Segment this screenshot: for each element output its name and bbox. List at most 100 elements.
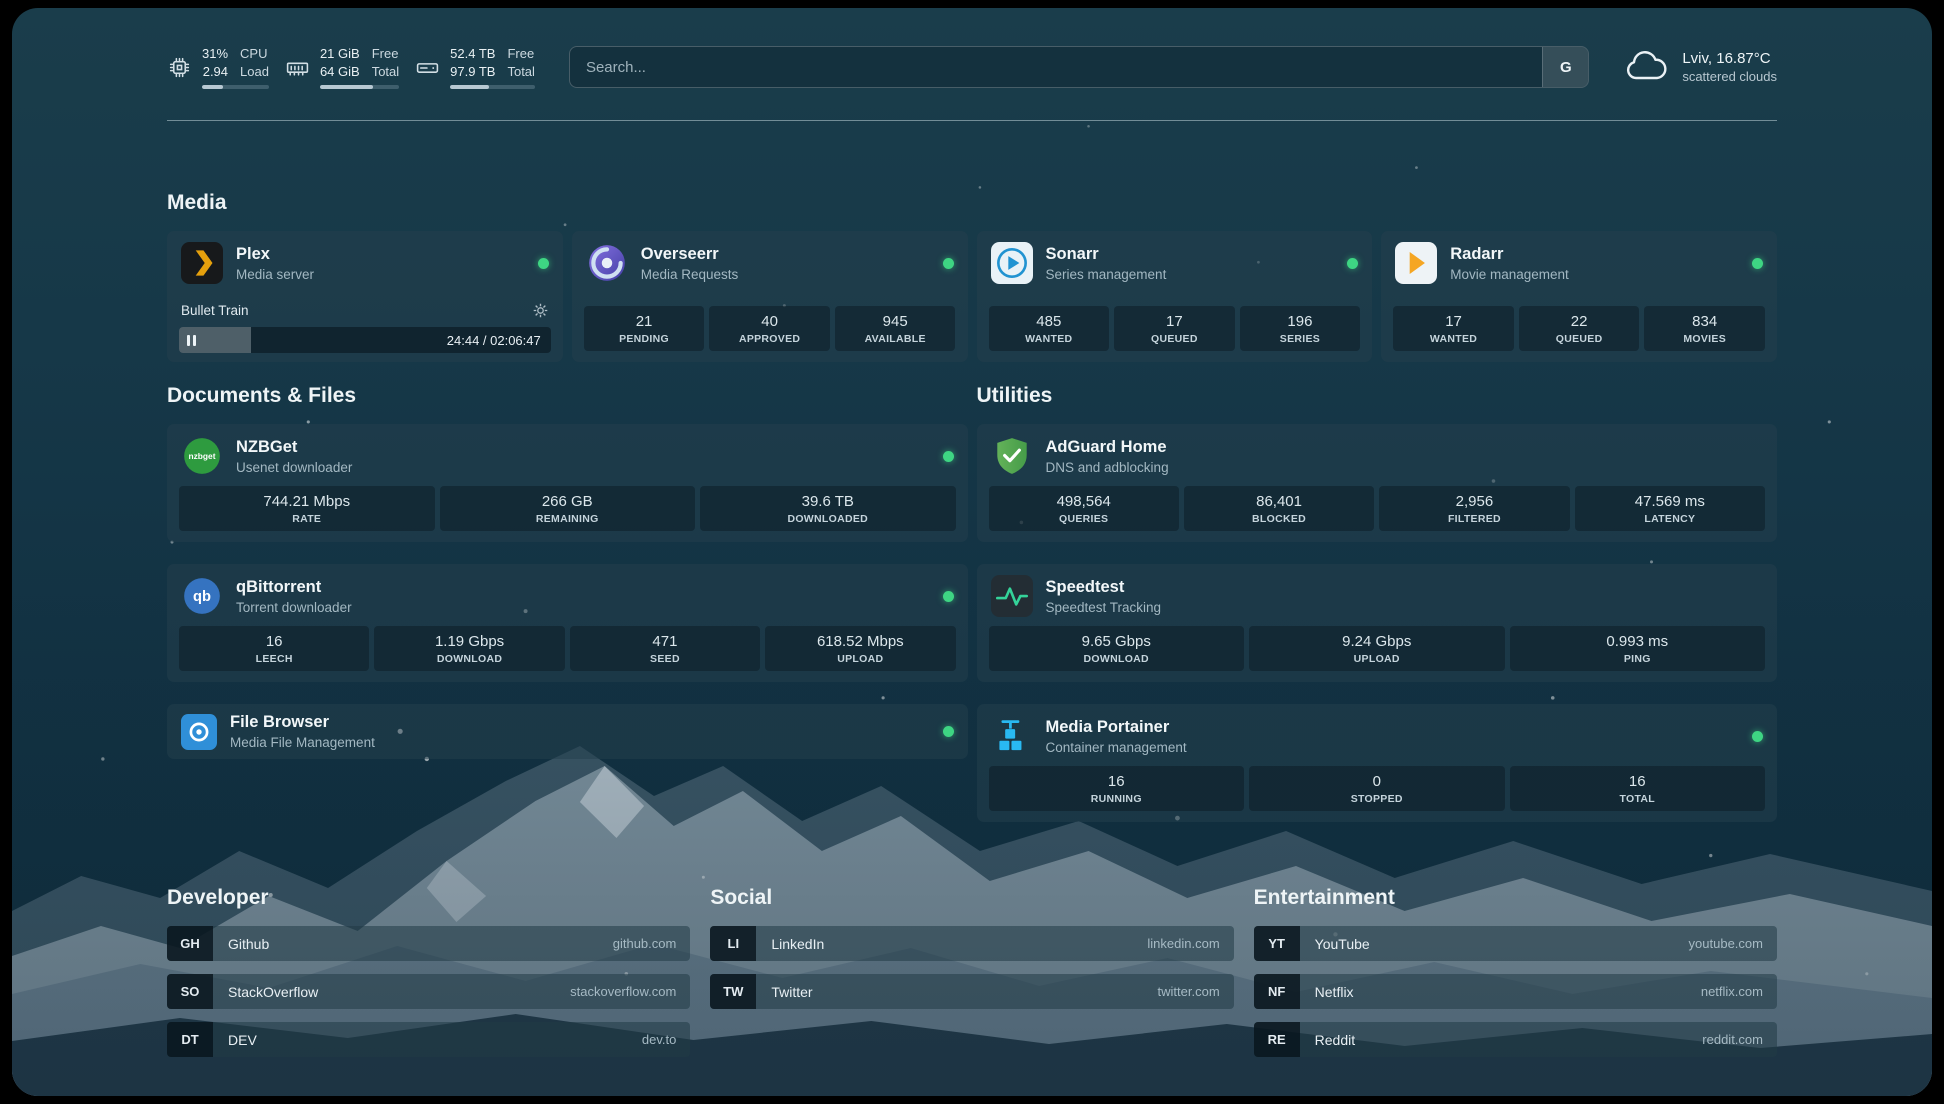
bookmark-url: stackoverflow.com (570, 984, 677, 999)
memory-total-label: Total (371, 64, 400, 79)
service-card-plex[interactable]: Plex Media server Bullet Train (167, 231, 563, 362)
service-card-sonarr[interactable]: Sonarr Series management 485 WANTED 17 Q… (976, 231, 1373, 362)
stat-upload: 9.24 Gbps UPLOAD (1249, 626, 1505, 671)
bookmark-group-title: Entertainment (1253, 886, 1395, 909)
stat-queries: 498,564 QUERIES (988, 486, 1179, 531)
bookmark-name: Github (228, 935, 270, 952)
cpu-usage-value: 31% (202, 45, 229, 61)
service-card-adguard[interactable]: AdGuard Home DNS and adblocking 498,564 … (976, 424, 1777, 542)
bookmark-netflix[interactable]: NF Netflix netflix.com (1253, 974, 1777, 1009)
bookmark-url: dev.to (641, 1032, 677, 1047)
section-utilities: Utilities (976, 384, 1777, 822)
bookmark-stackoverflow[interactable]: SO StackOverflow stackoverflow.com (167, 974, 691, 1009)
stat-latency: 47.569 ms LATENCY (1574, 486, 1765, 531)
search-provider-button[interactable]: G (1542, 47, 1589, 87)
memory-free-value: 21 GiB (319, 45, 360, 61)
stat-stopped: 0 STOPPED (1249, 766, 1505, 811)
bookmark-dev[interactable]: DT DEV dev.to (167, 1022, 691, 1057)
stat-queued: 22 QUEUED (1518, 306, 1640, 351)
service-card-portainer[interactable]: Media Portainer Container management 16 … (976, 704, 1777, 822)
header-divider (167, 120, 1777, 121)
stat-running: 16 RUNNING (988, 766, 1244, 811)
svg-text:nzbget: nzbget (189, 451, 216, 461)
cpu-load-label: Load (240, 64, 269, 79)
service-card-qbittorrent[interactable]: qb qBittorrent Torrent downloader 16 (167, 564, 968, 682)
stat-ping: 0.993 ms PING (1509, 626, 1765, 671)
cpu-progress-bar (202, 85, 269, 90)
service-description: Media Requests (640, 266, 739, 282)
sonarr-icon (990, 242, 1033, 284)
qbittorrent-icon: qb (181, 575, 223, 617)
stat-blocked: 86,401 BLOCKED (1183, 486, 1375, 531)
service-name: Radarr (1450, 244, 1504, 263)
stat-approved: 40 APPROVED (709, 306, 830, 351)
bookmark-github[interactable]: GH Github github.com (167, 926, 691, 961)
status-dot (1347, 257, 1359, 269)
bookmark-group-social: Social LI LinkedIn linkedin.com TW Twitt… (710, 886, 1234, 1057)
weather-widget: Lviv, 16.87°C scattered clouds (1623, 50, 1777, 84)
bookmark-linkedin[interactable]: LI LinkedIn linkedin.com (710, 926, 1234, 961)
disk-icon (415, 55, 440, 80)
bookmark-name: YouTube (1314, 935, 1370, 952)
stat-seed: 471 SEED (569, 626, 761, 671)
status-dot (1752, 257, 1763, 269)
bookmark-url: reddit.com (1702, 1032, 1763, 1047)
service-card-speedtest[interactable]: Speedtest Speedtest Tracking 9.65 Gbps D… (976, 564, 1777, 682)
bookmark-abbr: NF (1253, 974, 1300, 1009)
section-title-media: Media (167, 191, 227, 214)
status-dot (537, 257, 549, 269)
bookmark-twitter[interactable]: TW Twitter twitter.com (710, 974, 1234, 1009)
stat-pending: 21 PENDING (583, 306, 705, 351)
disk-total-label: Total (507, 64, 535, 79)
stat-download: 1.19 Gbps DOWNLOAD (374, 626, 565, 671)
bookmark-group-title: Social (710, 886, 773, 909)
bookmark-url: netflix.com (1700, 984, 1763, 999)
overseerr-icon (586, 242, 628, 284)
service-card-filebrowser[interactable]: File Browser Media File Management (167, 704, 968, 759)
now-playing-title: Bullet Train (181, 303, 249, 318)
service-description: Container management (1045, 739, 1187, 755)
playback-progress-bar: 24:44 / 02:06:47 (179, 327, 551, 353)
status-dot (942, 590, 954, 602)
memory-free-label: Free (371, 45, 399, 61)
service-card-radarr[interactable]: Radarr Movie management 17 WANTED 22 QUE… (1381, 231, 1777, 362)
stat-wanted: 17 WANTED (1393, 306, 1514, 351)
service-card-overseerr[interactable]: Overseerr Media Requests 21 PENDING 40 A… (571, 231, 968, 362)
adguard-icon (991, 435, 1033, 477)
search-input[interactable] (569, 47, 1543, 87)
bookmark-group-title: Developer (167, 886, 269, 909)
service-name: Sonarr (1045, 244, 1099, 263)
svg-text:qb: qb (193, 589, 211, 605)
service-name: Speedtest (1045, 577, 1125, 596)
pause-icon (187, 334, 196, 346)
bookmark-url: github.com (612, 936, 677, 951)
status-dot (942, 450, 954, 462)
service-name: NZBGet (236, 437, 298, 456)
bookmark-name: LinkedIn (771, 935, 825, 952)
service-description: Media server (236, 266, 315, 282)
status-dot (942, 726, 954, 737)
settings-gear-icon[interactable] (532, 302, 549, 319)
bookmark-youtube[interactable]: YT YouTube youtube.com (1253, 926, 1777, 961)
section-documents: Documents & Files nzbget NZBGet Usenet d… (167, 384, 968, 759)
service-card-nzbget[interactable]: nzbget NZBGet Usenet downloader 744.21 M… (167, 424, 968, 542)
bookmark-abbr: RE (1253, 1022, 1300, 1057)
search-bar: G (568, 46, 1590, 88)
stat-downloaded: 39.6 TB DOWNLOADED (700, 486, 956, 531)
status-dot (1752, 730, 1763, 742)
disk-widget: 52.4 TB 97.9 TB Free Total (415, 45, 535, 90)
bookmark-reddit[interactable]: RE Reddit reddit.com (1253, 1022, 1777, 1057)
service-description: Torrent downloader (236, 599, 352, 615)
resource-widgets: 31% 2.94 CPU Load (167, 45, 535, 90)
stat-download: 9.65 Gbps DOWNLOAD (988, 626, 1244, 671)
cpu-widget: 31% 2.94 CPU Load (167, 45, 269, 90)
bookmark-group-developer: Developer GH Github github.com SO StackO… (167, 886, 691, 1057)
cpu-load-value: 2.94 (202, 64, 229, 79)
weather-condition: scattered clouds (1682, 69, 1777, 84)
status-dot (942, 257, 954, 269)
bookmark-url: twitter.com (1157, 984, 1220, 999)
stat-upload: 618.52 Mbps UPLOAD (765, 626, 956, 671)
stat-movies: 834 MOVIES (1644, 306, 1765, 351)
service-description: Speedtest Tracking (1045, 599, 1162, 615)
bookmark-url: youtube.com (1688, 936, 1763, 951)
